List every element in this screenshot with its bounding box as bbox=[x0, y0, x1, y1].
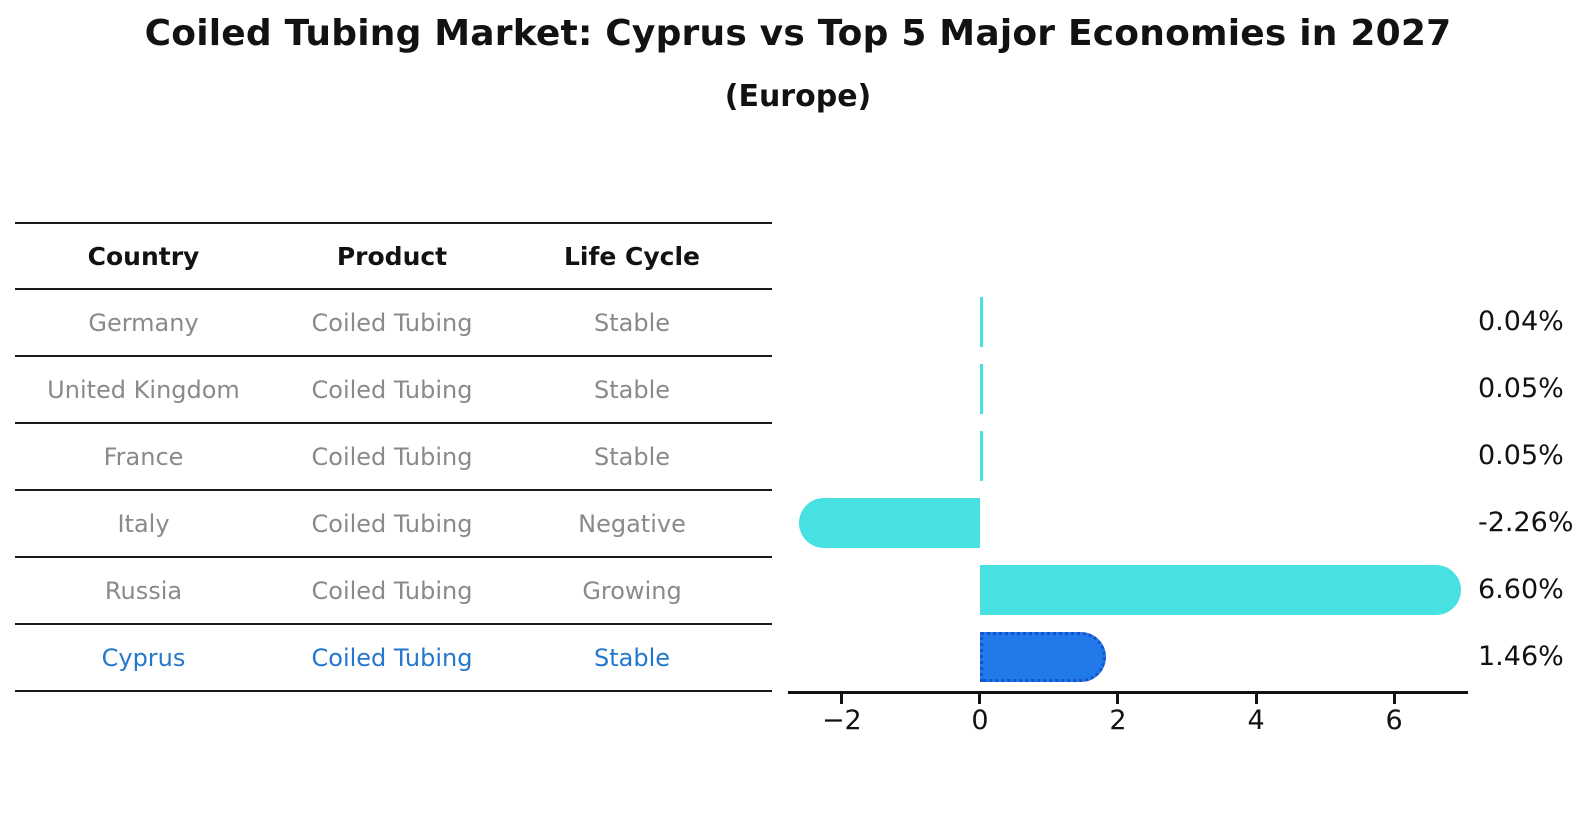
x-axis-tick bbox=[840, 694, 844, 704]
bar-value-label: 1.46% bbox=[1478, 640, 1564, 672]
bar-value-label: 6.60% bbox=[1478, 573, 1564, 605]
x-axis-tick-label: −2 bbox=[821, 705, 862, 736]
bar-chart: 0.04% 0.05% 0.05% -2.26% 6.60% 1.46% −2 0 2 4 6 bbox=[788, 288, 1596, 768]
cell-life-cycle: Stable bbox=[593, 375, 671, 404]
cell-life-cycle: Negative bbox=[578, 509, 686, 538]
cell-country: Cyprus bbox=[101, 643, 186, 672]
bar-value-label: 0.04% bbox=[1478, 305, 1564, 337]
cell-product: Coiled Tubing bbox=[311, 643, 473, 672]
x-axis-tick bbox=[1392, 694, 1396, 704]
x-axis-tick-label: 2 bbox=[1109, 705, 1127, 736]
cell-product: Coiled Tubing bbox=[311, 375, 473, 404]
cell-product: Coiled Tubing bbox=[311, 442, 473, 471]
cell-product: Coiled Tubing bbox=[311, 308, 473, 337]
table-row-italy: Italy Coiled Tubing Negative bbox=[15, 491, 772, 558]
comparison-table: Country Product Life Cycle Germany Coiled… bbox=[15, 222, 772, 692]
chart-bar-france bbox=[979, 430, 984, 481]
cell-country: Germany bbox=[88, 308, 199, 337]
cell-country: Russia bbox=[104, 576, 183, 605]
x-axis-tick-label: 6 bbox=[1385, 705, 1403, 736]
column-header-country: Country bbox=[87, 241, 200, 271]
x-axis-tick bbox=[978, 694, 982, 704]
x-axis-tick-label: 4 bbox=[1247, 705, 1265, 736]
bar-value-label: 0.05% bbox=[1478, 372, 1564, 404]
x-axis-tick bbox=[1254, 694, 1258, 704]
cell-life-cycle: Stable bbox=[593, 442, 671, 471]
column-header-lifecycle: Life Cycle bbox=[563, 241, 701, 271]
chart-bar-russia bbox=[979, 564, 1461, 615]
table-header-row: Country Product Life Cycle bbox=[15, 224, 772, 290]
column-header-product: Product bbox=[336, 241, 448, 271]
cell-product: Coiled Tubing bbox=[311, 576, 473, 605]
chart-bar-germany bbox=[979, 296, 983, 347]
cell-country: Italy bbox=[117, 509, 170, 538]
x-axis-line bbox=[788, 691, 1468, 694]
table-row-united-kingdom: United Kingdom Coiled Tubing Stable bbox=[15, 357, 772, 424]
bar-value-label: -2.26% bbox=[1478, 506, 1574, 538]
chart-bar-united-kingdom bbox=[979, 363, 984, 414]
table-row-germany: Germany Coiled Tubing Stable bbox=[15, 290, 772, 357]
chart-bar-cyprus bbox=[979, 631, 1106, 682]
cell-product: Coiled Tubing bbox=[311, 509, 473, 538]
x-axis-tick bbox=[1116, 694, 1120, 704]
cell-country: United Kingdom bbox=[47, 375, 240, 404]
page-title: Coiled Tubing Market: Cyprus vs Top 5 Ma… bbox=[144, 13, 1452, 54]
cell-life-cycle: Stable bbox=[593, 643, 671, 672]
table-row-cyprus: Cyprus Coiled Tubing Stable bbox=[15, 625, 772, 692]
cell-life-cycle: Growing bbox=[582, 576, 682, 605]
table-row-russia: Russia Coiled Tubing Growing bbox=[15, 558, 772, 625]
bar-value-label: 0.05% bbox=[1478, 439, 1564, 471]
table-body: Germany Coiled Tubing Stable United Kingdom… bbox=[15, 290, 772, 692]
chart-bar-italy bbox=[798, 497, 980, 548]
cell-life-cycle: Stable bbox=[593, 308, 671, 337]
page-subtitle: (Europe) bbox=[724, 79, 872, 114]
x-axis-tick-label: 0 bbox=[971, 705, 989, 736]
table-row-france: France Coiled Tubing Stable bbox=[15, 424, 772, 491]
cell-country: France bbox=[103, 442, 184, 471]
